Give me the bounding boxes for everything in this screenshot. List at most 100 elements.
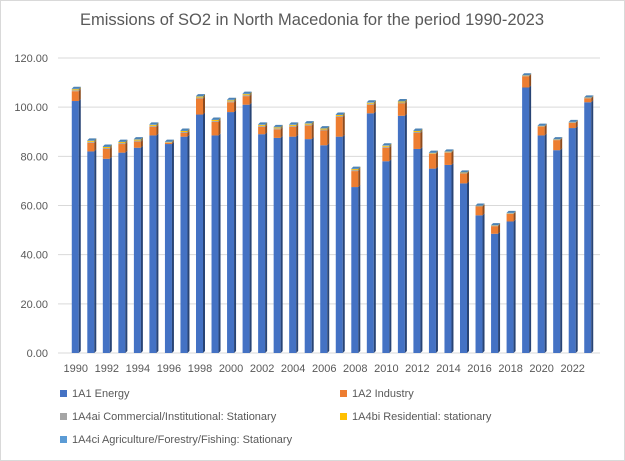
bar-top xyxy=(289,122,299,125)
bar-side xyxy=(234,110,237,353)
bar-side xyxy=(591,96,594,103)
bar-side xyxy=(389,143,392,146)
bar-side xyxy=(404,100,407,104)
x-tick-label: 1992 xyxy=(95,363,119,375)
bar-side xyxy=(358,169,361,188)
bar-side xyxy=(327,143,330,353)
bar-side xyxy=(327,128,330,146)
bar-side xyxy=(513,210,516,214)
bar-side xyxy=(591,100,594,353)
bar-side xyxy=(451,149,454,153)
bar-top xyxy=(522,73,532,76)
bar-side xyxy=(218,117,221,120)
bar-segment-1a2 xyxy=(320,130,328,146)
bar-segment-1a4bi xyxy=(273,127,281,129)
bar-side xyxy=(296,122,299,125)
bar-side xyxy=(265,122,268,126)
bar-side xyxy=(420,130,423,149)
bar-side xyxy=(358,167,361,171)
bar-side xyxy=(560,138,563,151)
bar-segment-1a1 xyxy=(506,221,514,353)
bar-segment-1a2 xyxy=(568,122,576,129)
bar-side xyxy=(234,100,237,113)
bar-stack-1998 xyxy=(196,94,205,354)
bar-side xyxy=(575,126,578,353)
bar-side xyxy=(575,120,578,123)
bar-side xyxy=(140,138,143,142)
bar-top xyxy=(335,112,345,115)
bar-stack-1995 xyxy=(149,122,159,353)
bar-side xyxy=(358,166,361,170)
bar-side xyxy=(482,203,485,206)
bar-segment-1a4ai xyxy=(258,125,266,127)
bar-top xyxy=(475,203,485,206)
bar-segment-1a4bi xyxy=(149,124,157,126)
x-tick-label: 1994 xyxy=(126,363,150,375)
bar-segment-1a1 xyxy=(180,136,188,353)
bar-segment-1a4bi xyxy=(87,140,95,142)
bar-segment-1a4bi xyxy=(242,94,250,96)
y-tick-label: 20.00 xyxy=(20,299,48,311)
bar-segment-1a2 xyxy=(553,140,561,151)
y-tick-label: 60.00 xyxy=(20,201,48,213)
bar-stack-2002 xyxy=(258,122,268,353)
bar-side xyxy=(156,124,159,136)
bar-side xyxy=(513,211,516,214)
bar-segment-1a4ai xyxy=(397,102,405,104)
bar-segment-1a2 xyxy=(397,103,405,116)
bar-segment-1a4bi xyxy=(227,100,235,102)
bar-side xyxy=(203,94,205,97)
bar-segment-1a4bi xyxy=(382,145,390,147)
bar-top xyxy=(304,121,314,124)
bar-side xyxy=(203,96,205,115)
y-tick-label: 40.00 xyxy=(20,250,48,262)
bar-side xyxy=(327,126,330,129)
bar-side xyxy=(311,137,314,353)
bar-side xyxy=(498,223,501,226)
bar-segment-1a2 xyxy=(196,98,203,115)
bar-side xyxy=(358,185,361,353)
bar-side xyxy=(373,111,376,353)
bar-segment-1a2 xyxy=(258,126,266,135)
bar-stack-2003 xyxy=(273,124,283,353)
y-tick-label: 120.00 xyxy=(14,53,48,65)
bar-side xyxy=(203,95,205,99)
bar-segment-1a2 xyxy=(180,132,188,137)
bar-side xyxy=(156,122,159,125)
bar-top xyxy=(164,139,174,142)
bar-segment-1a2 xyxy=(71,91,79,102)
bar-side xyxy=(280,135,283,353)
bar-side xyxy=(482,213,485,353)
bar-segment-1a4ai xyxy=(273,128,281,130)
bar-side xyxy=(327,127,330,131)
bar-top xyxy=(444,149,454,152)
bar-side xyxy=(109,146,112,159)
bar-stack-1997 xyxy=(180,128,190,353)
bar-side xyxy=(529,74,532,88)
bar-side xyxy=(373,102,376,114)
bar-segment-1a2 xyxy=(118,144,126,153)
bar-side xyxy=(249,94,252,105)
bar-side xyxy=(404,99,407,103)
bar-top xyxy=(87,138,97,141)
bar-side xyxy=(171,140,174,145)
x-tick-label: 2000 xyxy=(219,363,243,375)
bar-segment-1a4ai xyxy=(351,170,359,172)
bar-segment-1a1 xyxy=(211,135,219,353)
bar-side xyxy=(234,97,237,101)
bar-segment-1a2 xyxy=(211,121,219,136)
bar-side xyxy=(498,223,501,226)
bar-side xyxy=(280,127,283,138)
bar-segment-1a2 xyxy=(87,142,95,152)
bar-side xyxy=(389,143,392,147)
bar-side xyxy=(591,95,594,99)
bar-side xyxy=(280,126,283,130)
x-tick-label: 2020 xyxy=(529,363,553,375)
bar-segment-1a4ai xyxy=(149,125,157,127)
bar-segment-1a1 xyxy=(133,147,141,353)
bar-segment-1a2 xyxy=(382,147,390,162)
bar-side xyxy=(94,138,97,142)
bar-segment-1a4ai xyxy=(211,120,219,122)
legend-swatch xyxy=(340,390,347,397)
bar-side xyxy=(435,150,438,154)
